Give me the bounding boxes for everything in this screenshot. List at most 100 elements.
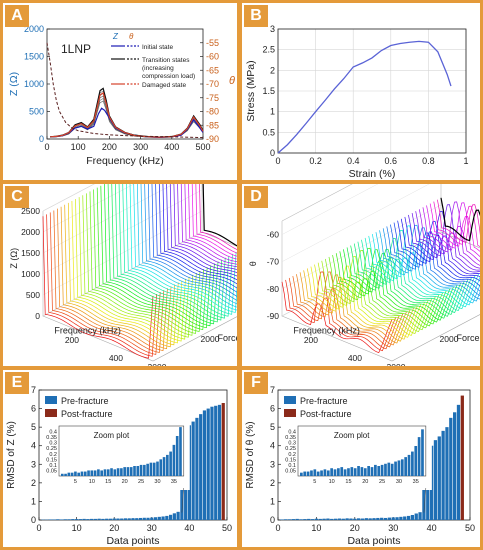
x-tick-label: 400: [164, 142, 179, 152]
inset-y-tick-label: 0.3: [49, 441, 57, 447]
z-grid-line: [42, 184, 95, 212]
inset-bar: [120, 468, 123, 476]
bar-pre-fracture: [333, 518, 338, 520]
waterfall-curve: [140, 184, 237, 305]
x-tick-label: 0: [275, 156, 280, 166]
waterfall-curve: [437, 199, 480, 243]
inset-y-tick-label: 0.25: [285, 446, 296, 452]
waterfall-curve: [364, 229, 476, 310]
y-tick-label: 2: [270, 65, 275, 75]
plot-frame: [277, 28, 467, 154]
bar-pre-fracture: [314, 518, 319, 520]
y-tick-label: 2: [31, 478, 36, 488]
waterfall-curve: [390, 224, 480, 292]
waterfall-curve: [78, 197, 190, 340]
inset-bar: [337, 468, 340, 476]
waterfall-curve: [158, 184, 237, 285]
inset-bar: [74, 471, 77, 476]
bar-pre-fracture: [195, 417, 199, 520]
inset-x-tick-label: 15: [345, 479, 351, 485]
bar-pre-fracture: [206, 408, 210, 520]
inset-bar: [123, 467, 126, 476]
y-tick-label: 7: [270, 385, 275, 395]
z-grid-line: [42, 210, 203, 296]
inset-bar: [357, 466, 360, 476]
inset-bar: [323, 469, 327, 476]
waterfall-curve: [422, 207, 480, 262]
bar-pre-fracture: [52, 519, 56, 520]
waterfall-curve: [411, 204, 480, 271]
transition-state-line: [50, 100, 204, 138]
legend-label: compression load): [142, 73, 195, 80]
frequency-axis-label: Frequency (kHz): [293, 326, 360, 336]
z-tick-label: -80: [267, 284, 280, 294]
legend-swatch-pre: [45, 396, 57, 404]
bar-pre-fracture: [105, 518, 109, 520]
inset-bar: [340, 467, 344, 476]
bar-pre-fracture: [146, 517, 150, 520]
inset-bar: [333, 469, 337, 476]
inset-bar: [404, 457, 408, 476]
inset-bar: [313, 469, 317, 476]
y-tick-label: 2.5: [262, 45, 275, 55]
inset-bar: [384, 463, 387, 476]
inset-bar: [330, 468, 333, 476]
bar-pre-fracture: [295, 518, 299, 520]
inset-bar: [64, 473, 67, 476]
z-grid-line: [42, 184, 175, 254]
bar-pre-fracture: [376, 517, 380, 520]
inset-bar: [106, 469, 110, 476]
waterfall-curve: [285, 271, 396, 352]
inset-bar: [166, 454, 169, 476]
bar-pre-fracture: [86, 519, 90, 520]
y-right-tick-label: -90: [206, 134, 219, 144]
bar-pre-fracture: [135, 518, 139, 520]
waterfall-curve: [144, 184, 237, 301]
inset-bar: [411, 451, 414, 476]
bar-pre-fracture: [299, 519, 303, 520]
legend-swatch-post: [284, 409, 296, 417]
waterfall-curve: [346, 247, 458, 319]
transition-state-line: [50, 92, 204, 138]
panel-c-impedance-waterfall: 050010001500200025000100020003000200400F…: [3, 184, 237, 366]
legend-label: Initial state: [142, 44, 173, 51]
force-tick-label: 2000: [440, 334, 459, 344]
waterfall-curve: [296, 274, 407, 346]
x-tick-label: 20: [350, 523, 360, 533]
bar-pre-fracture: [116, 518, 120, 520]
inset-connector: [423, 487, 427, 513]
legend-label-post: Post-fracture: [61, 409, 113, 419]
inset-x-tick-label: 30: [154, 479, 160, 485]
bar-pre-fracture: [445, 427, 449, 520]
inset-y-tick-label: 0.35: [46, 435, 57, 441]
waterfall-curve: [429, 203, 480, 252]
inset-bar: [377, 466, 381, 476]
bar-pre-fracture: [410, 514, 415, 520]
inset-x-tick-label: 35: [171, 479, 177, 485]
waterfall-curve: [75, 199, 186, 342]
inset-x-tick-label: 10: [89, 479, 95, 485]
rmsd-z-bar-chart: 0 10 20 30 40 50 0 1 2 3 4 5 6 7 Data points RMSD of Z …: [6, 385, 232, 547]
inset-bar: [360, 467, 364, 476]
inset-x-tick-label: 5: [313, 479, 316, 485]
x-tick-label: 300: [133, 142, 148, 152]
inset-bar: [353, 468, 357, 476]
bar-pre-fracture: [172, 513, 176, 520]
y-axis-label: Stress (MPa): [245, 60, 257, 121]
waterfall-curve: [42, 216, 154, 359]
inset-bar: [179, 427, 182, 476]
inset-bar: [67, 472, 71, 476]
bar-pre-fracture: [418, 512, 422, 520]
bar-pre-fracture: [383, 517, 388, 520]
waterfall-curve: [325, 249, 436, 331]
force-tick-label: 3000: [387, 362, 406, 366]
bar-pre-fracture: [441, 430, 445, 520]
waterfall-curve: [89, 191, 201, 334]
force-axis-label: Force (N): [457, 333, 481, 343]
y-tick-label: 2: [270, 478, 275, 488]
bar-pre-fracture: [437, 436, 441, 520]
frequency-tick-label: 400: [109, 353, 123, 363]
waterfall-curve: [118, 184, 230, 319]
waterfall-curve: [53, 210, 165, 353]
frequency-tick-label: 200: [65, 335, 79, 345]
